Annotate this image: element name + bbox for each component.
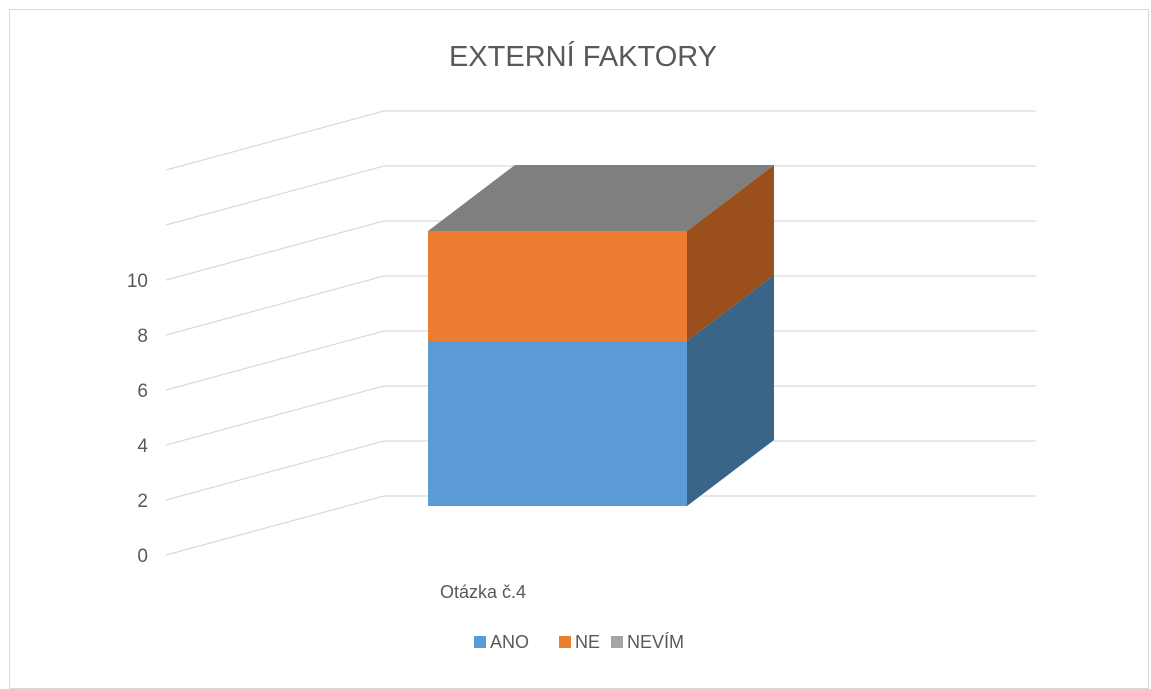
legend-label-nevím: NEVÍM bbox=[627, 632, 684, 652]
legend-swatch-ne bbox=[559, 636, 571, 648]
legend-swatch-ano bbox=[474, 636, 486, 648]
y-tick-label-10: 10 bbox=[127, 271, 148, 292]
legend-label-ano: ANO bbox=[490, 632, 529, 652]
chart-title: EXTERNÍ FAKTORY bbox=[449, 40, 717, 73]
gridline-side-3 bbox=[166, 331, 384, 390]
y-axis-ticks: 0 2 4 6 8 10 bbox=[127, 271, 149, 567]
gridline-side-6 bbox=[166, 166, 384, 225]
gridline-side-5 bbox=[166, 221, 384, 280]
gridline-side-0 bbox=[166, 496, 384, 555]
gridline-side-4 bbox=[166, 276, 384, 335]
legend: ANO NE NEVÍM bbox=[474, 632, 684, 652]
bar-front-ne bbox=[428, 231, 687, 341]
bar-front-ano bbox=[428, 341, 687, 506]
category-label: Otázka č.4 bbox=[440, 582, 526, 602]
y-tick-label-4: 4 bbox=[137, 436, 148, 457]
y-tick-label-6: 6 bbox=[137, 381, 148, 402]
gridline-side-1 bbox=[166, 441, 384, 500]
legend-swatch-nevím bbox=[611, 636, 623, 648]
y-tick-label-8: 8 bbox=[137, 326, 148, 347]
gridline-side-2 bbox=[166, 386, 384, 445]
y-tick-label-2: 2 bbox=[137, 491, 148, 512]
y-tick-label-0: 0 bbox=[137, 546, 148, 567]
legend-label-ne: NE bbox=[575, 632, 600, 652]
bars bbox=[428, 165, 774, 506]
chart-svg: EXTERNÍ FAKTORY 0 2 4 6 8 10 Otázka č.4 ANO NE… bbox=[0, 0, 1151, 675]
gridline-side-7 bbox=[166, 111, 384, 170]
